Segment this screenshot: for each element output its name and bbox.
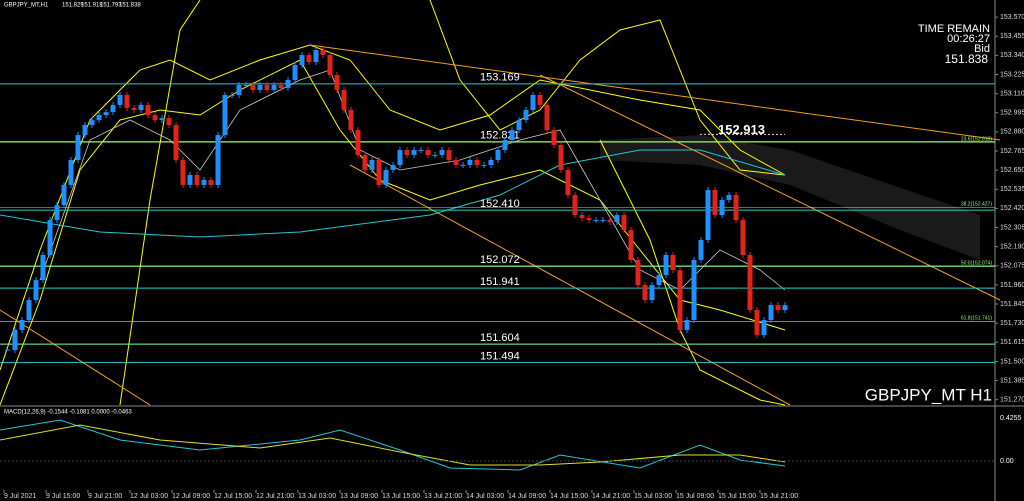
trendline [0, 309, 151, 406]
bid-label: Bid [974, 43, 990, 55]
y-tick-label: 151.500 [1000, 358, 1024, 365]
x-tick-label: 14 Jul 03:00 [466, 493, 504, 500]
x-tick-label: 12 Jul 09:00 [172, 493, 210, 500]
y-tick-label: 152.880 [1000, 129, 1024, 136]
fib-label: 23.6(152.818) [961, 137, 992, 143]
x-tick-label: 12 Jul 21:00 [256, 493, 294, 500]
macd-signal [0, 424, 786, 466]
x-tick-label: 13 Jul 21:00 [424, 493, 462, 500]
x-tick-label: 15 Jul 21:00 [760, 493, 798, 500]
x-tick-label: 14 Jul 09:00 [508, 493, 546, 500]
macd-axis: 0.00 [1000, 458, 1014, 465]
x-tick-label: 13 Jul 09:00 [340, 493, 378, 500]
ma [0, 149, 786, 238]
ohlc-value: 151.829 [62, 3, 84, 9]
band [429, 0, 786, 176]
bid: 151.838 [945, 52, 989, 66]
y-tick-label: 152.190 [1000, 244, 1024, 251]
x-tick-label: 13 Jul 15:00 [382, 493, 420, 500]
y-tick-label: 151.385 [1000, 377, 1024, 384]
time: 00:26:27 [947, 33, 990, 45]
ohlc-value: 151.918 [81, 3, 103, 9]
x-tick-label: 14 Jul 15:00 [550, 493, 588, 500]
level-label: 153.169 [480, 72, 520, 84]
y-tick-label: 152.305 [1000, 224, 1024, 231]
level-label: 152.072 [480, 254, 520, 266]
y-tick-label: 151.960 [1000, 282, 1024, 289]
fib-label: 61.8(151.741) [961, 316, 992, 322]
ohlc-value: 151.793 [100, 3, 122, 9]
y-tick-label: 152.765 [1000, 148, 1024, 155]
trendline [539, 74, 1001, 301]
band [119, 0, 201, 406]
y-tick-label: 153.570 [1000, 14, 1024, 21]
x-tick-label: 14 Jul 21:00 [592, 493, 630, 500]
y-tick-label: 153.110 [1000, 90, 1024, 97]
x-tick-label: 9 Jul 21:00 [88, 493, 122, 500]
fib-label: 50.0(152.074) [961, 260, 992, 266]
x-tick-label: 9 Jul 15:00 [46, 493, 80, 500]
x-tick-label: 15 Jul 15:00 [718, 493, 756, 500]
x-tick-label: 12 Jul 15:00 [214, 493, 252, 500]
level-label: 151.604 [480, 332, 520, 344]
time-label: TIME REMAIN [918, 23, 990, 35]
y-tick-label: 151.615 [1000, 339, 1024, 346]
y-tick-label: 152.650 [1000, 167, 1024, 174]
ohlc-value: 151.838 [119, 3, 141, 9]
highlight-label: 152.913 [718, 122, 765, 137]
band [0, 44, 786, 371]
trendline [349, 164, 791, 406]
cloud [600, 135, 980, 260]
x-tick-label: 9 Jul 2021 [4, 493, 36, 500]
y-tick-label: 152.420 [1000, 205, 1024, 212]
y-tick-label: 152.995 [1000, 110, 1024, 117]
y-tick-label: 153.340 [1000, 52, 1024, 59]
y-tick-label: 152.535 [1000, 186, 1024, 193]
level-label: 152.410 [480, 198, 520, 210]
fib-label: 38.2(152.427) [961, 202, 992, 208]
macd-line [0, 419, 786, 471]
symbol: GBPJPY_MT,H1 [4, 3, 49, 9]
macd-axis: 0.4255 [1000, 415, 1022, 422]
y-tick-label: 152.075 [1000, 263, 1024, 270]
y-tick-label: 151.845 [1000, 301, 1024, 308]
y-tick-label: 153.225 [1000, 71, 1024, 78]
x-tick-label: 15 Jul 09:00 [676, 493, 714, 500]
y-tick-label: 153.455 [1000, 33, 1024, 40]
footer: GBPJPY_MT H1 [865, 385, 992, 404]
x-tick-label: 15 Jul 03:00 [634, 493, 672, 500]
level-label: 151.494 [480, 350, 520, 362]
macd-title: MACD(12,26,9) -0.1544 -0.1081 0.0000 -0.… [4, 410, 132, 416]
trendline [309, 44, 1001, 141]
x-tick-label: 13 Jul 03:00 [298, 493, 336, 500]
level-label: 151.941 [480, 276, 520, 288]
x-tick-label: 12 Jul 03:00 [130, 493, 168, 500]
y-tick-label: 151.270 [1000, 397, 1024, 404]
y-tick-label: 151.730 [1000, 320, 1024, 327]
